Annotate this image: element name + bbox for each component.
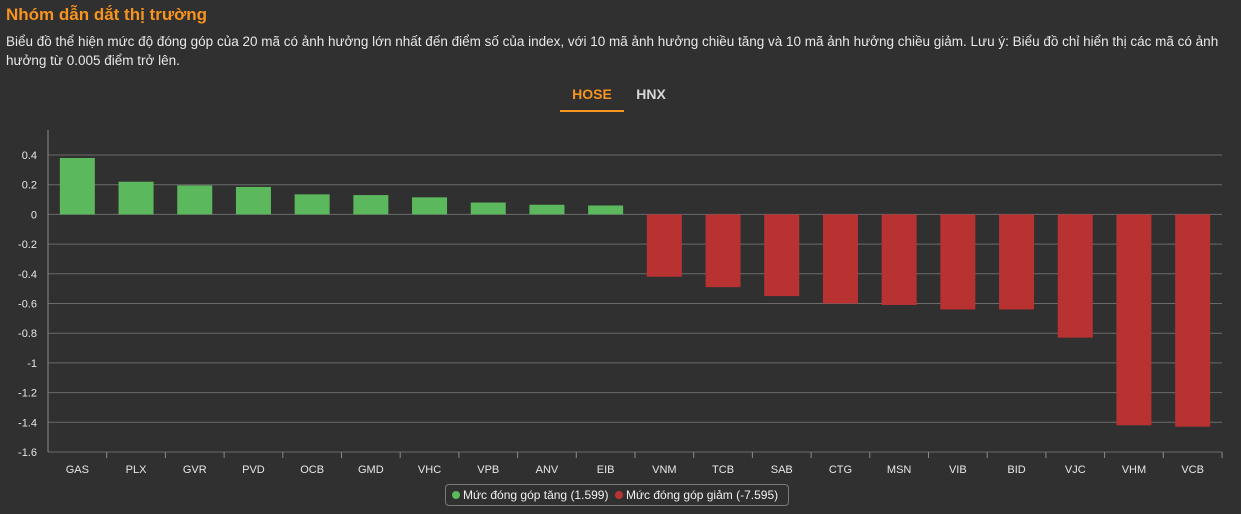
bar-vib[interactable] — [940, 214, 976, 310]
x-tick-label: VCB — [1181, 464, 1204, 476]
y-tick-label: -1.6 — [18, 447, 37, 459]
bar-plx[interactable] — [118, 181, 154, 215]
legend-dot-decrease — [615, 491, 623, 499]
y-tick-label: -0.8 — [18, 328, 37, 340]
x-tick-label: PLX — [126, 464, 147, 476]
bar-pvd[interactable] — [235, 186, 271, 215]
legend-item-increase[interactable]: Mức đóng góp tăng (1.599) — [452, 485, 608, 505]
y-tick-label: 0 — [31, 209, 37, 221]
y-tick-label: -1.4 — [18, 417, 37, 429]
page-title: Nhóm dẫn dắt thị trường — [6, 5, 207, 24]
y-tick-label: 0.2 — [22, 180, 37, 192]
x-tick-label: TCB — [712, 464, 734, 476]
x-tick-label: VNM — [652, 464, 676, 476]
bar-gvr[interactable] — [177, 185, 213, 215]
x-tick-label: EIB — [597, 464, 615, 476]
y-tick-label: -1 — [27, 358, 37, 370]
bar-gmd[interactable] — [353, 195, 389, 215]
x-tick-label: CTG — [829, 464, 852, 476]
x-tick-label: SAB — [771, 464, 793, 476]
x-tick-label: VHC — [418, 464, 441, 476]
x-tick-label: VHM — [1122, 464, 1146, 476]
bar-tcb[interactable] — [705, 214, 741, 288]
x-tick-label: VIB — [949, 464, 967, 476]
x-tick-label: GAS — [66, 464, 89, 476]
bar-vpb[interactable] — [470, 202, 506, 215]
bar-sab[interactable] — [764, 214, 800, 297]
x-tick-label: VPB — [477, 464, 499, 476]
bar-bid[interactable] — [999, 214, 1035, 310]
tab-hose[interactable]: HOSE — [560, 84, 624, 112]
x-tick-label: PVD — [242, 464, 265, 476]
tab-hnx[interactable]: HNX — [636, 86, 666, 102]
chart-legend: Mức đóng góp tăng (1.599) Mức đóng góp g… — [445, 484, 789, 506]
bar-ocb[interactable] — [294, 194, 330, 215]
bar-ctg[interactable] — [822, 214, 858, 304]
bar-vhm[interactable] — [1116, 214, 1152, 426]
x-tick-label: BID — [1007, 464, 1025, 476]
bar-vhc[interactable] — [412, 197, 448, 215]
bar-vjc[interactable] — [1057, 214, 1093, 338]
bar-eib[interactable] — [588, 205, 624, 215]
legend-dot-increase — [452, 491, 460, 499]
bar-vcb[interactable] — [1175, 214, 1211, 427]
legend-item-decrease[interactable]: Mức đóng góp giảm (-7.595) — [615, 485, 778, 505]
x-tick-label: GMD — [358, 464, 384, 476]
y-tick-label: -1.2 — [18, 388, 37, 400]
chart-description: Biểu đồ thể hiện mức độ đóng góp của 20 … — [6, 34, 1219, 68]
x-tick-label: OCB — [300, 464, 324, 476]
y-tick-label: -0.6 — [18, 299, 37, 311]
bar-vnm[interactable] — [646, 214, 682, 277]
legend-label-increase: Mức đóng góp tăng (1.599) — [463, 488, 609, 502]
x-tick-label: GVR — [183, 464, 207, 476]
bar-gas[interactable] — [59, 157, 95, 215]
bar-anv[interactable] — [529, 204, 565, 215]
x-tick-label: ANV — [536, 464, 559, 476]
legend-label-decrease: Mức đóng góp giảm (-7.595) — [626, 488, 779, 502]
y-tick-label: -0.2 — [18, 239, 37, 251]
bar-msn[interactable] — [881, 214, 917, 305]
y-tick-label: 0.4 — [22, 150, 37, 162]
y-tick-label: -0.4 — [18, 269, 37, 281]
x-tick-label: MSN — [887, 464, 912, 476]
x-tick-label: VJC — [1065, 464, 1086, 476]
